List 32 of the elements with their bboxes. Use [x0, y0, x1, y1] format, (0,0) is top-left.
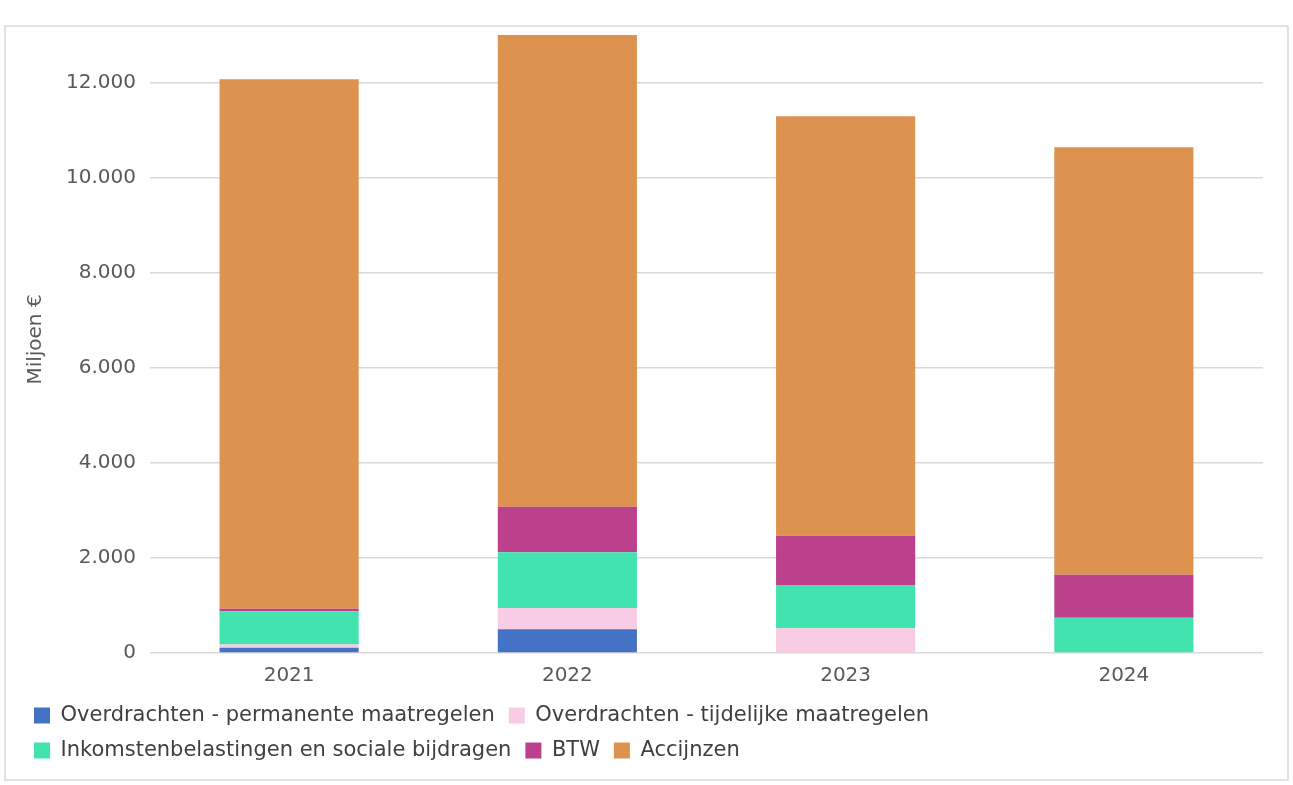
bar — [776, 535, 916, 586]
bar — [497, 607, 637, 630]
legend-label: BTW — [551, 736, 601, 761]
x-tick-label: 2021 — [263, 662, 315, 687]
x-tick-label: 2023 — [820, 662, 872, 687]
bar — [497, 506, 637, 553]
legend-label: Overdrachten - permanente maatregelen — [60, 701, 495, 726]
bar — [219, 611, 359, 645]
bar — [497, 629, 637, 653]
bar — [776, 585, 916, 629]
bar — [776, 628, 916, 653]
x-tick-label: 2024 — [1098, 662, 1150, 687]
legend-label: Accijnzen — [640, 736, 740, 761]
bar — [497, 552, 637, 608]
y-tick-label: 0 — [123, 639, 136, 664]
bar — [1054, 617, 1194, 653]
y-tick-label: 10.000 — [66, 164, 136, 189]
legend-label: Overdrachten - tijdelijke maatregelen — [535, 701, 929, 726]
bar — [219, 79, 359, 609]
bar — [1054, 574, 1194, 618]
bar — [497, 35, 637, 507]
y-tick-label: 12.000 — [66, 69, 136, 94]
y-tick-label: 2.000 — [78, 544, 136, 569]
bar — [776, 116, 916, 536]
bar — [1054, 147, 1194, 575]
y-tick-label: 6.000 — [78, 354, 136, 379]
y-axis-title: Miljoen € — [22, 294, 47, 385]
bar — [219, 644, 359, 648]
y-tick-label: 8.000 — [78, 259, 136, 284]
legend-label: Inkomstenbelastingen en sociale bijdragen — [60, 736, 512, 761]
x-tick-label: 2022 — [541, 662, 593, 687]
y-tick-label: 4.000 — [78, 449, 136, 474]
